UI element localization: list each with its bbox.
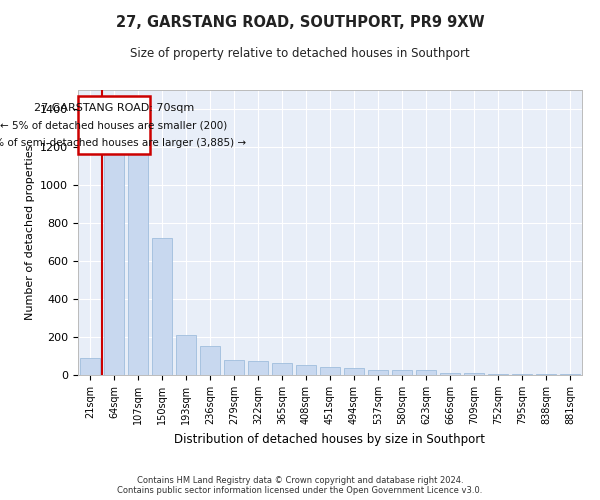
Bar	[344, 368, 364, 375]
Bar	[368, 370, 388, 375]
Text: 27 GARSTANG ROAD: 70sqm: 27 GARSTANG ROAD: 70sqm	[34, 104, 194, 114]
Bar	[128, 118, 148, 375]
Bar	[560, 374, 580, 375]
Bar	[440, 373, 460, 375]
Bar	[488, 374, 508, 375]
Bar	[296, 365, 316, 375]
X-axis label: Distribution of detached houses by size in Southport: Distribution of detached houses by size …	[175, 432, 485, 446]
Bar	[320, 368, 340, 375]
Text: Size of property relative to detached houses in Southport: Size of property relative to detached ho…	[130, 48, 470, 60]
Bar	[464, 374, 484, 375]
Bar	[224, 360, 244, 375]
Bar	[80, 358, 100, 375]
Bar	[248, 361, 268, 375]
Bar	[200, 346, 220, 375]
Bar	[536, 374, 556, 375]
Bar	[512, 374, 532, 375]
Bar	[176, 335, 196, 375]
Bar	[392, 370, 412, 375]
FancyBboxPatch shape	[79, 96, 149, 154]
Text: 27, GARSTANG ROAD, SOUTHPORT, PR9 9XW: 27, GARSTANG ROAD, SOUTHPORT, PR9 9XW	[116, 15, 484, 30]
Text: 94% of semi-detached houses are larger (3,885) →: 94% of semi-detached houses are larger (…	[0, 138, 247, 148]
Bar	[416, 370, 436, 375]
Bar	[152, 238, 172, 375]
Y-axis label: Number of detached properties: Number of detached properties	[25, 145, 35, 320]
Bar	[104, 114, 124, 375]
Text: ← 5% of detached houses are smaller (200): ← 5% of detached houses are smaller (200…	[1, 121, 227, 131]
Bar	[272, 362, 292, 375]
Text: Contains HM Land Registry data © Crown copyright and database right 2024.
Contai: Contains HM Land Registry data © Crown c…	[118, 476, 482, 495]
